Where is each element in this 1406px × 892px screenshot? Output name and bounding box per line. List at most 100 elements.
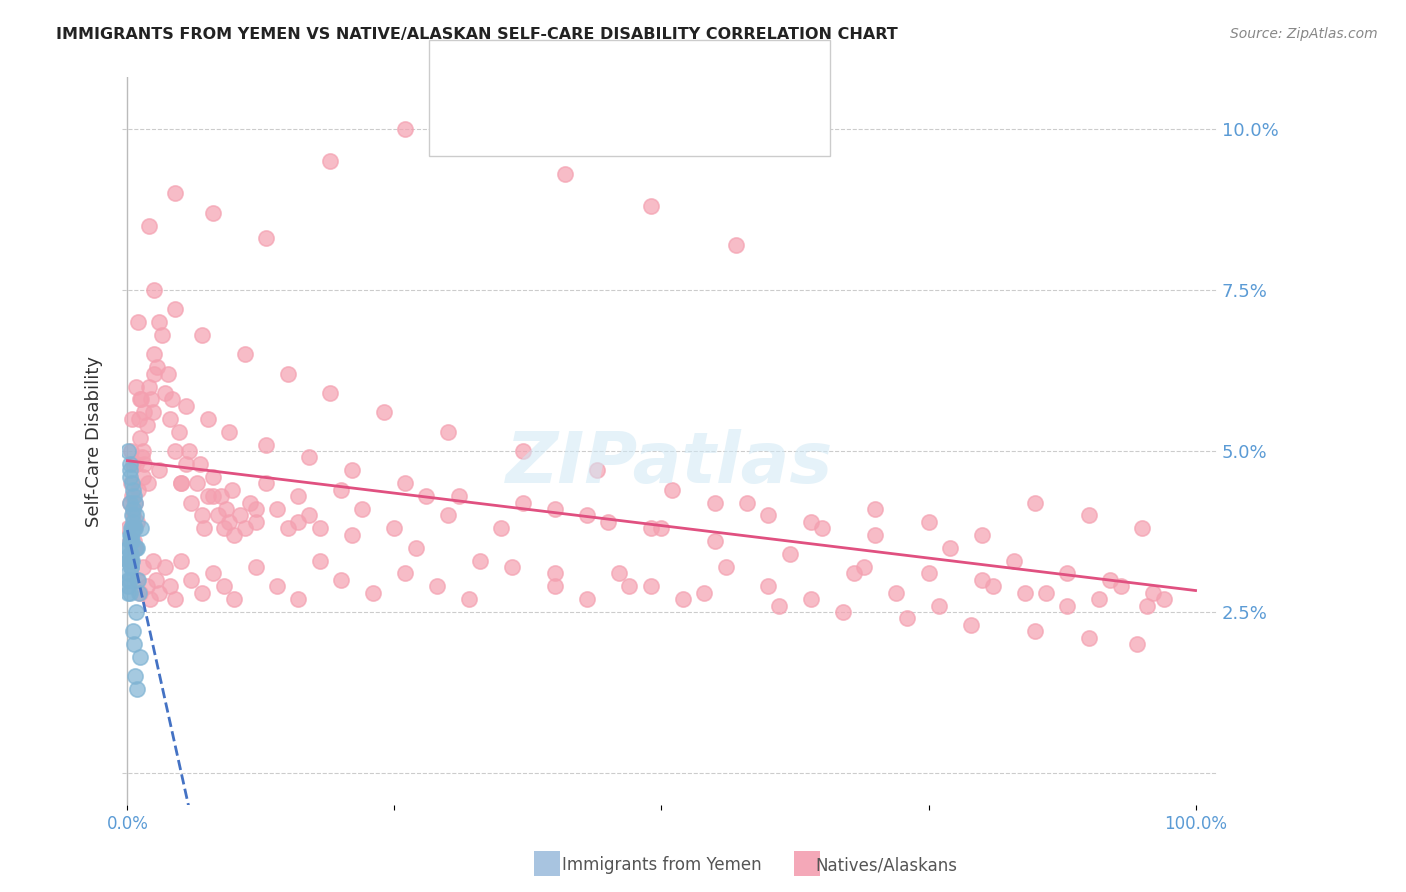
Point: [650, 521, 672, 535]
Point: [134, 405, 156, 419]
Point: [735, 495, 758, 509]
Point: [319, 154, 342, 169]
Point: [1024, 495, 1046, 509]
Point: [121, 624, 143, 639]
Point: [153, 386, 176, 401]
Point: [191, 585, 214, 599]
Point: [458, 592, 481, 607]
Point: [134, 457, 156, 471]
Point: [139, 592, 162, 607]
Point: [756, 579, 779, 593]
Point: [640, 199, 662, 213]
Point: [308, 553, 330, 567]
Point: [143, 347, 166, 361]
Point: [193, 521, 215, 535]
Point: [254, 231, 277, 245]
Point: [142, 405, 165, 419]
Point: [468, 553, 491, 567]
Point: [218, 515, 240, 529]
Point: [120, 528, 142, 542]
Point: [197, 412, 219, 426]
Point: [121, 508, 143, 523]
Point: [703, 534, 725, 549]
Point: [853, 560, 876, 574]
Point: [120, 444, 142, 458]
Point: [127, 315, 149, 329]
Point: [939, 541, 962, 555]
Point: [124, 521, 146, 535]
Point: [120, 547, 142, 561]
Point: [118, 534, 141, 549]
Point: [384, 521, 406, 535]
Point: [298, 450, 321, 465]
Point: [121, 502, 143, 516]
Point: [917, 566, 939, 581]
Point: [165, 592, 187, 607]
Point: [543, 579, 565, 593]
Point: [132, 444, 155, 458]
Point: [661, 483, 683, 497]
Point: [287, 592, 309, 607]
Point: [118, 457, 141, 471]
Point: [970, 573, 993, 587]
Point: [1035, 585, 1057, 599]
Point: [800, 592, 823, 607]
Point: [1126, 637, 1149, 651]
Point: [170, 553, 193, 567]
Point: [917, 515, 939, 529]
Point: [139, 392, 162, 407]
Point: [174, 399, 197, 413]
Point: [361, 585, 384, 599]
Point: [330, 483, 353, 497]
Point: [1056, 566, 1078, 581]
Point: [120, 528, 142, 542]
Point: [138, 219, 160, 233]
Point: [447, 489, 470, 503]
Point: [886, 585, 908, 599]
Point: [287, 489, 309, 503]
Point: [118, 547, 141, 561]
Point: [832, 605, 855, 619]
Text: ZIPatlas: ZIPatlas: [506, 429, 834, 498]
Point: [586, 463, 609, 477]
Text: R = -0.041   N =  51: R = -0.041 N = 51: [464, 65, 633, 83]
Text: 0.0%: 0.0%: [107, 815, 148, 833]
Point: [125, 541, 148, 555]
Point: [125, 541, 148, 555]
Point: [124, 495, 146, 509]
Point: [121, 502, 143, 516]
Point: [118, 495, 141, 509]
Point: [138, 379, 160, 393]
Point: [640, 579, 662, 593]
Point: [245, 502, 267, 516]
Point: [1136, 599, 1159, 613]
Point: [981, 579, 1004, 593]
Point: [245, 560, 267, 574]
Point: [426, 579, 449, 593]
Point: [122, 489, 145, 503]
Point: [1142, 585, 1164, 599]
Point: [122, 534, 145, 549]
Point: [896, 611, 918, 625]
Point: [121, 483, 143, 497]
Point: [214, 502, 236, 516]
Point: [340, 463, 363, 477]
Point: [842, 566, 865, 581]
Point: [118, 470, 141, 484]
Point: [148, 463, 170, 477]
Point: [129, 585, 152, 599]
Point: [170, 476, 193, 491]
Point: [124, 541, 146, 555]
Point: [117, 553, 139, 567]
Point: [124, 495, 146, 509]
Point: [129, 431, 152, 445]
Point: [117, 585, 139, 599]
Point: [146, 360, 169, 375]
Point: [218, 425, 240, 439]
Point: [212, 521, 235, 535]
Point: [394, 566, 416, 581]
Point: [221, 483, 243, 497]
Text: Natives/Alaskans: Natives/Alaskans: [815, 856, 957, 874]
Point: [543, 566, 565, 581]
Point: [207, 508, 229, 523]
